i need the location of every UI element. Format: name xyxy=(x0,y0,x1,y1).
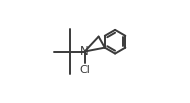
Text: Cl: Cl xyxy=(80,64,91,75)
Text: N: N xyxy=(80,45,89,58)
